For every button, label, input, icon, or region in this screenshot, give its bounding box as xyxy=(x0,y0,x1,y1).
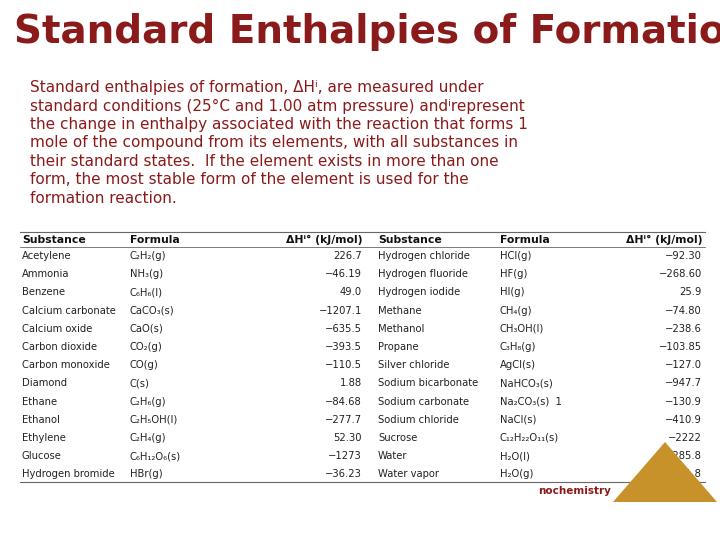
Text: C₆H₆(l): C₆H₆(l) xyxy=(130,287,163,298)
Text: Na₂CO₃(s)  1: Na₂CO₃(s) 1 xyxy=(500,396,562,407)
Text: C₃H₈(g): C₃H₈(g) xyxy=(500,342,536,352)
Text: −947.7: −947.7 xyxy=(665,379,702,388)
Text: Carbon dioxide: Carbon dioxide xyxy=(22,342,97,352)
Text: 226.7: 226.7 xyxy=(333,251,362,261)
Text: −285.8: −285.8 xyxy=(665,451,702,461)
Text: the change in enthalpy associated with the reaction that forms 1: the change in enthalpy associated with t… xyxy=(30,117,528,132)
Text: C₂H₆(g): C₂H₆(g) xyxy=(130,396,166,407)
Text: −103.85: −103.85 xyxy=(659,342,702,352)
Text: 25.9: 25.9 xyxy=(680,287,702,298)
Text: NaHCO₃(s): NaHCO₃(s) xyxy=(500,379,553,388)
Text: Standard enthalpies of formation, ΔHⁱ, are measured under: Standard enthalpies of formation, ΔHⁱ, a… xyxy=(30,80,484,95)
Text: NH₃(g): NH₃(g) xyxy=(130,269,163,279)
Text: Ammonia: Ammonia xyxy=(22,269,70,279)
Text: Water: Water xyxy=(378,451,408,461)
Text: −110.5: −110.5 xyxy=(325,360,362,370)
Text: Ethylene: Ethylene xyxy=(22,433,66,443)
Text: C(s): C(s) xyxy=(130,379,150,388)
Text: 52.30: 52.30 xyxy=(333,433,362,443)
Text: Water vapor: Water vapor xyxy=(378,469,439,480)
Text: Benzene: Benzene xyxy=(22,287,65,298)
Text: Hydrogen fluoride: Hydrogen fluoride xyxy=(378,269,468,279)
Text: Hydrogen bromide: Hydrogen bromide xyxy=(22,469,114,480)
Text: NaCl(s): NaCl(s) xyxy=(500,415,536,425)
Text: HF(g): HF(g) xyxy=(500,269,527,279)
Text: Ethane: Ethane xyxy=(22,396,57,407)
Text: CO₂(g): CO₂(g) xyxy=(130,342,163,352)
Text: ΔHⁱ° (kJ/mol): ΔHⁱ° (kJ/mol) xyxy=(286,235,362,245)
Text: H₂O(l): H₂O(l) xyxy=(500,451,530,461)
Text: −130.9: −130.9 xyxy=(665,396,702,407)
Text: standard conditions (25°C and 1.00 atm pressure) andⁱrepresent: standard conditions (25°C and 1.00 atm p… xyxy=(30,98,525,113)
Text: C₂H₅OH(l): C₂H₅OH(l) xyxy=(130,415,179,425)
Text: CaCO₃(s): CaCO₃(s) xyxy=(130,306,175,315)
Text: −1207.1: −1207.1 xyxy=(319,306,362,315)
Text: CH₃OH(l): CH₃OH(l) xyxy=(500,324,544,334)
Text: Diamond: Diamond xyxy=(22,379,67,388)
Text: −2222: −2222 xyxy=(668,433,702,443)
Text: form, the most stable form of the element is used for the: form, the most stable form of the elemen… xyxy=(30,172,469,187)
Text: Calcium carbonate: Calcium carbonate xyxy=(22,306,116,315)
Text: Sodium carbonate: Sodium carbonate xyxy=(378,396,469,407)
Text: Hydrogen chloride: Hydrogen chloride xyxy=(378,251,470,261)
Text: Sodium chloride: Sodium chloride xyxy=(378,415,459,425)
Text: −268.60: −268.60 xyxy=(659,269,702,279)
Text: −84.68: −84.68 xyxy=(325,396,362,407)
Text: −36.23: −36.23 xyxy=(325,469,362,480)
Text: nochemistry: nochemistry xyxy=(538,486,611,496)
Text: 1.88: 1.88 xyxy=(340,379,362,388)
Text: Glucose: Glucose xyxy=(22,451,62,461)
Text: −92.30: −92.30 xyxy=(665,251,702,261)
Text: −127.0: −127.0 xyxy=(665,360,702,370)
Text: Sodium bicarbonate: Sodium bicarbonate xyxy=(378,379,478,388)
Text: Calcium oxide: Calcium oxide xyxy=(22,324,92,334)
Text: Sucrose: Sucrose xyxy=(378,433,418,443)
Text: −241.8: −241.8 xyxy=(665,469,702,480)
Text: Carbon monoxide: Carbon monoxide xyxy=(22,360,110,370)
Text: Ethanol: Ethanol xyxy=(22,415,60,425)
Text: Acetylene: Acetylene xyxy=(22,251,71,261)
Text: Formula: Formula xyxy=(130,235,180,245)
Text: −1273: −1273 xyxy=(328,451,362,461)
Text: CO(g): CO(g) xyxy=(130,360,158,370)
Text: C₂H₂(g): C₂H₂(g) xyxy=(130,251,166,261)
Text: AgCl(s): AgCl(s) xyxy=(500,360,536,370)
Text: Substance: Substance xyxy=(378,235,442,245)
Text: HBr(g): HBr(g) xyxy=(130,469,163,480)
Text: C₂H₄(g): C₂H₄(g) xyxy=(130,433,166,443)
Text: CaO(s): CaO(s) xyxy=(130,324,163,334)
Text: their standard states.  If the element exists in more than one: their standard states. If the element ex… xyxy=(30,154,499,169)
Text: Methane: Methane xyxy=(378,306,422,315)
Text: Silver chloride: Silver chloride xyxy=(378,360,449,370)
Text: mole of the compound from its elements, with all substances in: mole of the compound from its elements, … xyxy=(30,136,518,151)
Text: C₁₂H₂₂O₁₁(s): C₁₂H₂₂O₁₁(s) xyxy=(500,433,559,443)
Text: H₂O(g): H₂O(g) xyxy=(500,469,534,480)
Text: −46.19: −46.19 xyxy=(325,269,362,279)
Text: formation reaction.: formation reaction. xyxy=(30,191,176,206)
Text: HI(g): HI(g) xyxy=(500,287,524,298)
Polygon shape xyxy=(613,442,717,502)
Text: −410.9: −410.9 xyxy=(665,415,702,425)
Text: Substance: Substance xyxy=(22,235,86,245)
Text: −277.7: −277.7 xyxy=(325,415,362,425)
Text: CH₄(g): CH₄(g) xyxy=(500,306,533,315)
Text: −393.5: −393.5 xyxy=(325,342,362,352)
Text: ΔHⁱ° (kJ/mol): ΔHⁱ° (kJ/mol) xyxy=(626,235,702,245)
Text: −635.5: −635.5 xyxy=(325,324,362,334)
Text: Propane: Propane xyxy=(378,342,418,352)
Text: Standard Enthalpies of Formation: Standard Enthalpies of Formation xyxy=(14,13,720,51)
Text: Formula: Formula xyxy=(500,235,550,245)
Text: HCl(g): HCl(g) xyxy=(500,251,531,261)
Text: Hydrogen iodide: Hydrogen iodide xyxy=(378,287,460,298)
Text: −238.6: −238.6 xyxy=(665,324,702,334)
Text: Methanol: Methanol xyxy=(378,324,424,334)
Text: C₆H₁₂O₆(s): C₆H₁₂O₆(s) xyxy=(130,451,181,461)
Text: −74.80: −74.80 xyxy=(665,306,702,315)
Text: 49.0: 49.0 xyxy=(340,287,362,298)
